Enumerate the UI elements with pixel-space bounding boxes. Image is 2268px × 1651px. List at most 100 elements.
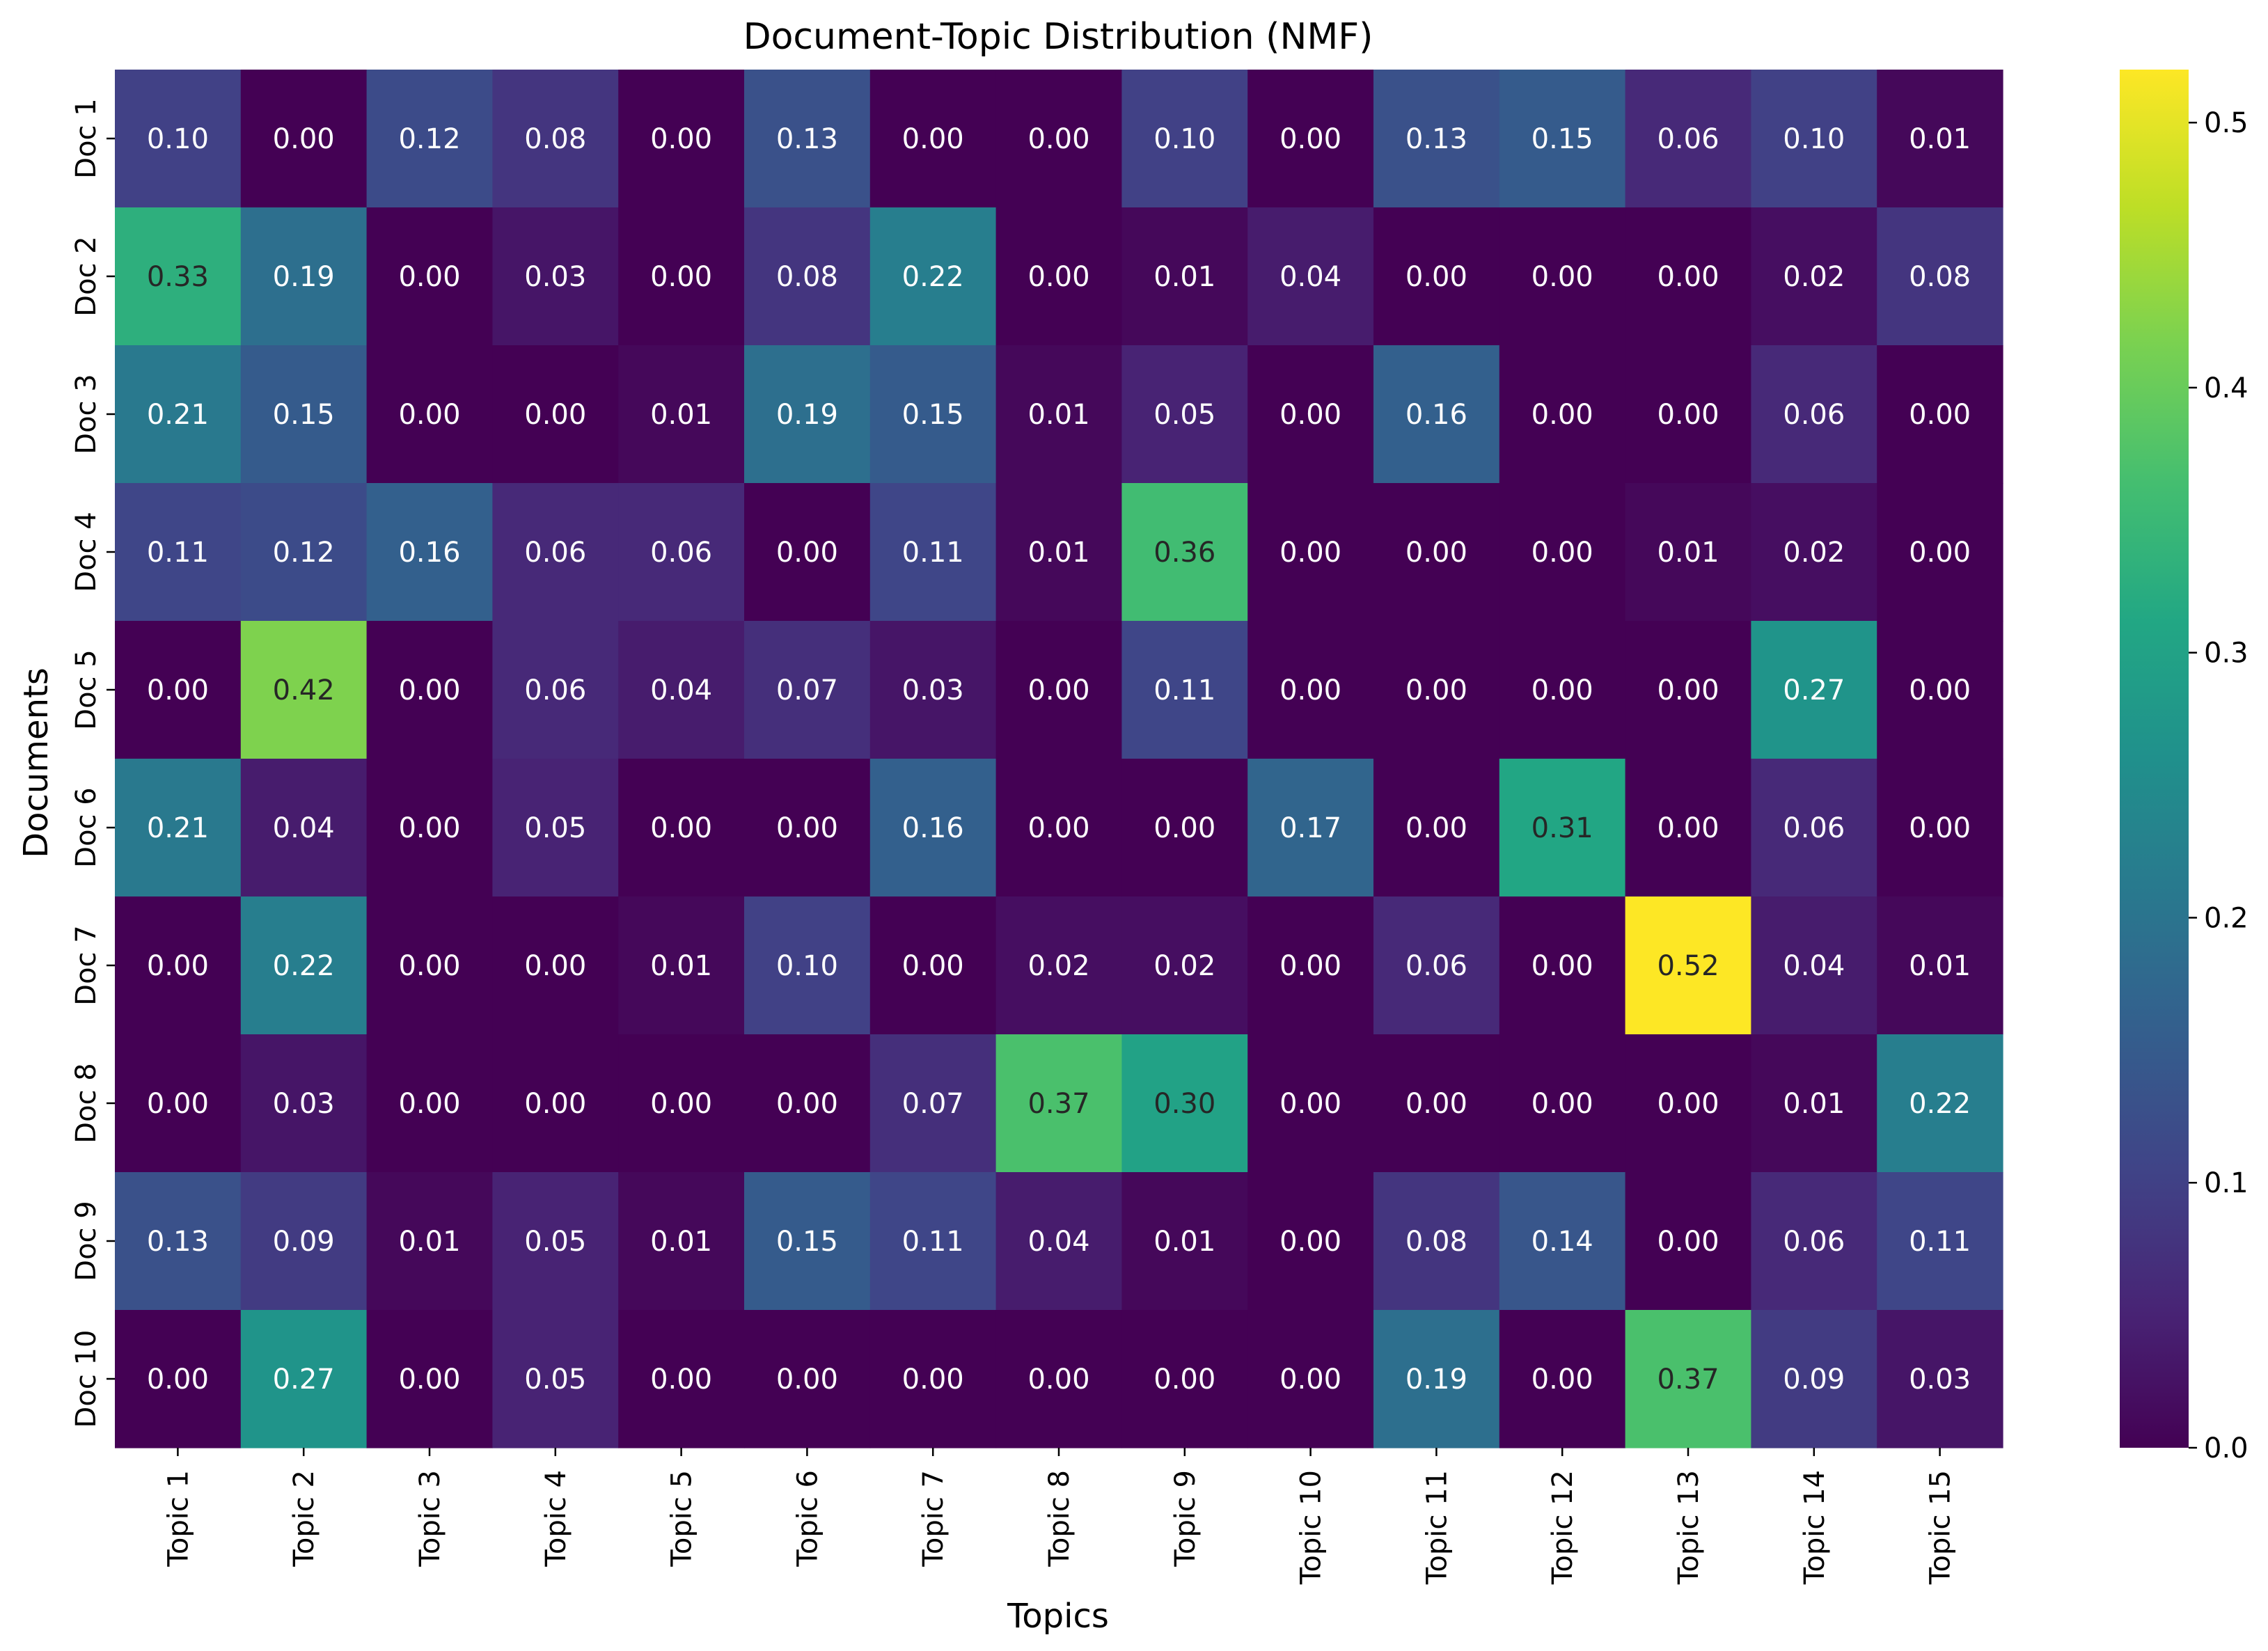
cell-value-label: 0.22 [273, 950, 335, 982]
cell-value-label: 0.10 [776, 950, 838, 982]
x-tick-label: Topic 10 [1296, 1470, 1328, 1585]
cell-value-label: 0.19 [1405, 1364, 1467, 1396]
heatmap-cell [1625, 1034, 1751, 1173]
cell-value-label: 0.15 [776, 1226, 838, 1258]
heatmap-cell [115, 1034, 242, 1173]
cell-value-label: 0.19 [273, 261, 335, 293]
heatmap-cell [869, 896, 997, 1035]
cell-value-label: 0.13 [147, 1226, 209, 1258]
cell-value-label: 0.00 [1909, 674, 1971, 706]
cell-value-label: 0.00 [650, 812, 712, 844]
heatmap-cell [1121, 759, 1248, 897]
cell-value-label: 0.36 [1153, 537, 1215, 569]
cell-value-label: 0.37 [1027, 1088, 1089, 1120]
heatmap-cell [618, 70, 745, 208]
x-tick-label: Topic 1 [162, 1470, 194, 1567]
heatmap-cell [618, 896, 745, 1035]
cell-value-label: 0.00 [1405, 1088, 1467, 1120]
heatmap-cell [744, 1172, 871, 1311]
cell-value-label: 0.00 [1027, 261, 1089, 293]
colorbar-tick-label: 0.5 [2204, 107, 2249, 139]
heatmap-cell [1247, 1310, 1374, 1448]
heatmap-cell [492, 1034, 619, 1173]
heatmap-cell-labels: 0.10 0.00 0.12 0.08 0.00 0.13 0.00 0.00 0.10 0.00… [147, 123, 1971, 1396]
heatmap-cell [995, 1310, 1122, 1448]
cell-value-label: 0.00 [1405, 812, 1467, 844]
heatmap-cell [366, 1172, 493, 1311]
cell-value-label: 0.01 [1027, 399, 1089, 431]
cell-value-label: 0.00 [1027, 812, 1089, 844]
cell-value-label: 0.02 [1783, 537, 1845, 569]
heatmap-cell [618, 759, 745, 897]
heatmap-cell [1499, 896, 1626, 1035]
cell-value-label: 0.00 [1279, 399, 1341, 431]
heatmap-cell [240, 70, 368, 208]
cell-value-label: 0.00 [1531, 261, 1593, 293]
cell-value-label: 0.00 [1153, 812, 1215, 844]
heatmap-cell [1121, 207, 1248, 346]
heatmap-cell [869, 759, 997, 897]
cell-value-label: 0.00 [1279, 1088, 1341, 1120]
cell-value-label: 0.00 [1531, 537, 1593, 569]
colorbar-gradient [2120, 70, 2189, 1448]
heatmap-cell [1499, 70, 1626, 208]
heatmap-cell [115, 1310, 242, 1448]
cell-value-label: 0.06 [1405, 950, 1467, 982]
heatmap-cell [1247, 621, 1374, 759]
heatmap-cell [869, 70, 997, 208]
heatmap-cell [366, 345, 493, 484]
heatmap-cell [492, 759, 619, 897]
heatmap-cell [1121, 345, 1248, 484]
heatmap-cell [1499, 759, 1626, 897]
cell-value-label: 0.08 [1405, 1226, 1467, 1258]
cell-value-label: 0.00 [1279, 537, 1341, 569]
cell-value-label: 0.03 [273, 1088, 335, 1120]
heatmap-cell [1121, 1310, 1248, 1448]
cell-value-label: 0.00 [1909, 812, 1971, 844]
cell-value-label: 0.00 [1405, 674, 1467, 706]
cell-value-label: 0.00 [1279, 1364, 1341, 1396]
x-tick-label: Topic 11 [1421, 1470, 1453, 1585]
heatmap-cell [1499, 1310, 1626, 1448]
heatmap-cell [115, 896, 242, 1035]
heatmap-cell [1121, 483, 1248, 622]
heatmap-cell [1877, 483, 2003, 622]
cell-value-label: 0.00 [776, 812, 838, 844]
heatmap-cell [1373, 759, 1500, 897]
cell-value-label: 0.12 [273, 537, 335, 569]
cell-value-label: 0.01 [398, 1226, 460, 1258]
cell-value-label: 0.27 [273, 1364, 335, 1396]
cell-value-label: 0.22 [902, 261, 964, 293]
cell-value-label: 0.21 [147, 812, 209, 844]
cell-value-label: 0.06 [524, 674, 586, 706]
heatmap-cell [115, 207, 242, 346]
cell-value-label: 0.13 [1405, 123, 1467, 155]
cell-value-label: 0.27 [1783, 674, 1845, 706]
heatmap-cell [492, 345, 619, 484]
heatmap-cell [1751, 896, 1877, 1035]
heatmap-cell [1877, 759, 2003, 897]
cell-value-label: 0.00 [650, 1088, 712, 1120]
heatmap-cell [240, 1172, 368, 1311]
cell-value-label: 0.21 [147, 399, 209, 431]
y-axis: Doc 1 Doc 2 Doc 3 Doc 4 Doc 5 Doc 6 Doc 7 Doc 8… [70, 98, 115, 1428]
y-tick-label: Doc 6 [70, 787, 102, 867]
heatmap-cell [1751, 345, 1877, 484]
heatmap-cell [744, 1310, 871, 1448]
heatmap-cell [995, 621, 1122, 759]
heatmap-cell [366, 759, 493, 897]
x-tick-label: Topic 9 [1170, 1470, 1202, 1567]
cell-value-label: 0.11 [902, 1226, 964, 1258]
cell-value-label: 0.00 [1153, 1364, 1215, 1396]
cell-value-label: 0.14 [1531, 1226, 1593, 1258]
heatmap-cell [1877, 621, 2003, 759]
cell-value-label: 0.00 [273, 123, 335, 155]
heatmap-cell [618, 621, 745, 759]
cell-value-label: 0.08 [776, 261, 838, 293]
x-tick-label: Topic 2 [288, 1470, 320, 1567]
heatmap-cell [995, 1034, 1122, 1173]
cell-value-label: 0.00 [1657, 261, 1719, 293]
cell-value-label: 0.00 [650, 261, 712, 293]
y-tick-label: Doc 1 [70, 98, 102, 178]
heatmap-cell [1247, 759, 1374, 897]
